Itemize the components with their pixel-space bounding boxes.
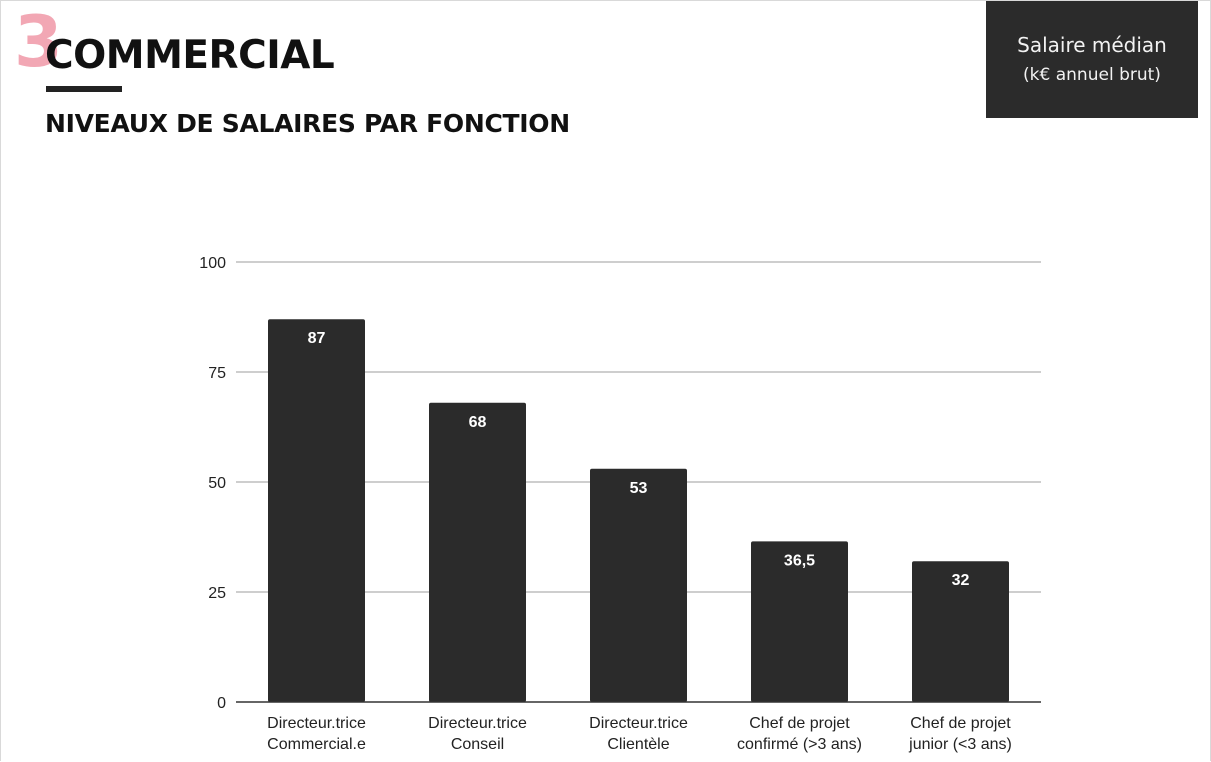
legend-unit: (k€ annuel brut) <box>1023 65 1161 85</box>
section-number: 3 <box>14 1 63 83</box>
chart-subtitle: NIVEAUX DE SALAIRES PAR FONCTION <box>45 109 570 138</box>
section-title: COMMERCIAL <box>45 33 335 78</box>
legend-label: Salaire médian <box>1017 33 1167 57</box>
legend-box: Salaire médian (k€ annuel brut) <box>986 1 1198 118</box>
title-underline <box>46 86 122 92</box>
